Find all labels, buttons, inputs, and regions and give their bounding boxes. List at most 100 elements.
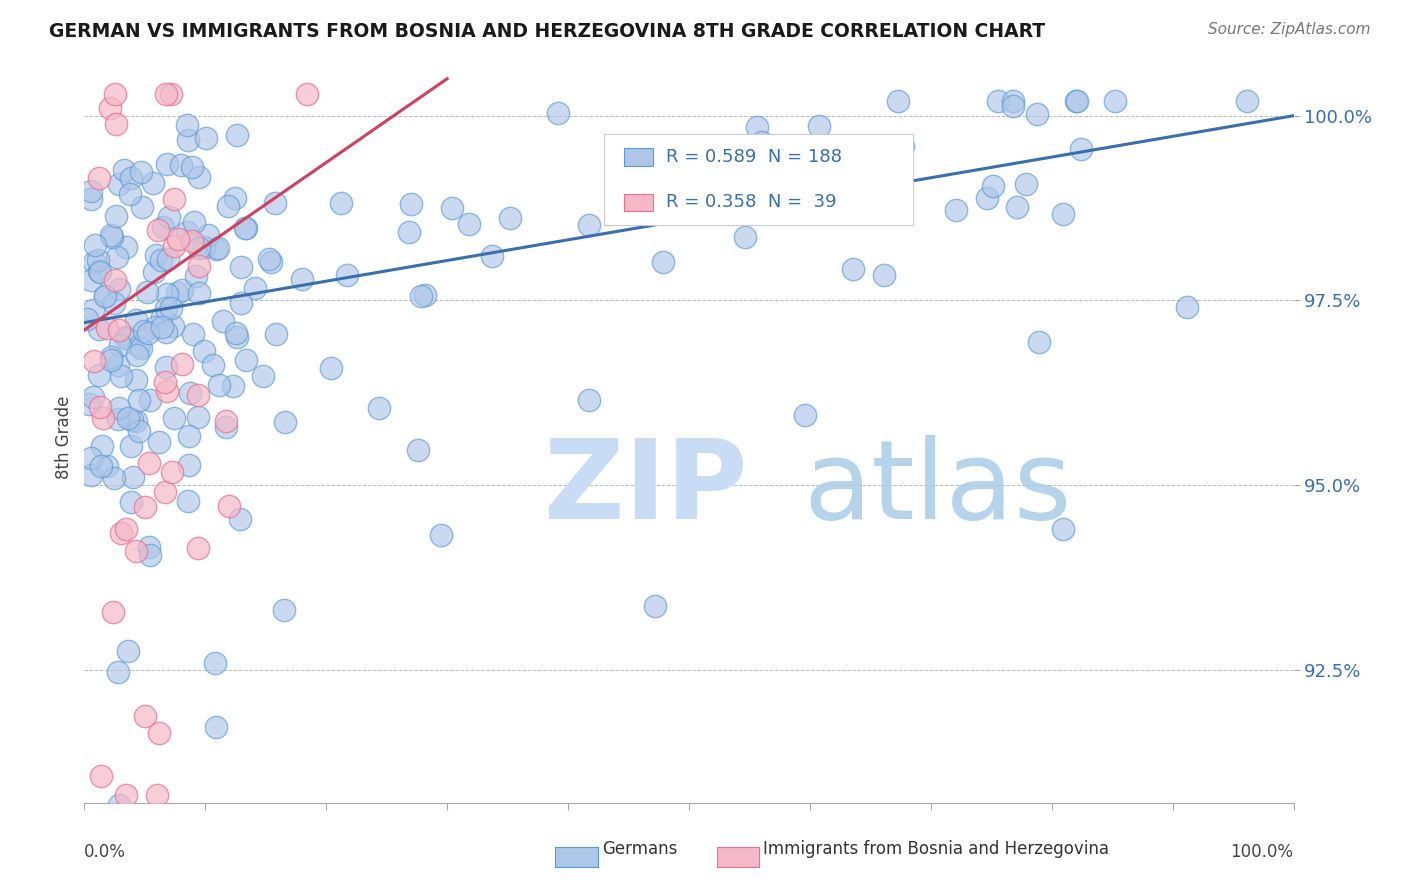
Point (93, 289, 115, 303)
Point (150, 320, 173, 334)
Point (226, 128, 249, 143)
Point (188, 259, 211, 273)
Text: atlas: atlas (804, 434, 1073, 541)
Point (112, 162, 135, 177)
Point (100, 350, 122, 364)
Point (180, 160, 202, 174)
Point (644, 599, 666, 613)
Point (157, 211, 180, 225)
Point (103, 296, 125, 310)
Point (139, 393, 162, 408)
Point (183, 326, 205, 341)
Point (457, 218, 479, 232)
Point (89, 322, 111, 336)
Point (368, 401, 391, 416)
Point (89, 400, 111, 414)
Point (842, 262, 865, 277)
Point (297, 87, 319, 101)
Text: GERMAN VS IMMIGRANTS FROM BOSNIA AND HERZEGOVINA 8TH GRADE CORRELATION CHART: GERMAN VS IMMIGRANTS FROM BOSNIA AND HER… (49, 22, 1045, 41)
Point (1015, 178, 1038, 192)
Point (166, 286, 188, 301)
Point (163, 410, 186, 425)
Text: Germans: Germans (602, 840, 678, 858)
Point (91, 410, 114, 425)
Point (225, 326, 247, 340)
Point (291, 272, 314, 286)
Point (1066, 94, 1088, 108)
Point (887, 94, 910, 108)
Point (229, 260, 252, 274)
Point (87, 253, 110, 268)
Point (128, 339, 150, 353)
Point (1028, 335, 1050, 350)
Point (523, 811, 546, 825)
Point (156, 157, 179, 171)
Point (205, 720, 228, 734)
Point (134, 708, 156, 723)
Point (162, 319, 184, 334)
Point (1001, 98, 1024, 112)
Point (208, 378, 231, 392)
Point (817, 204, 839, 219)
Point (1005, 200, 1028, 214)
Point (399, 197, 422, 211)
Point (1025, 106, 1047, 120)
Point (96, 458, 118, 473)
Point (100, 352, 122, 367)
Point (87, 264, 110, 278)
Point (76, 311, 98, 326)
Text: 0.0%: 0.0% (84, 843, 127, 861)
Point (125, 544, 148, 558)
Point (107, 250, 129, 264)
Point (734, 230, 756, 244)
Point (103, 470, 125, 484)
Point (90, 439, 112, 453)
Point (115, 240, 138, 254)
Point (188, 241, 211, 255)
Point (82, 303, 104, 318)
Point (1104, 94, 1126, 108)
Point (222, 379, 245, 393)
Point (118, 186, 141, 201)
Point (193, 240, 215, 254)
Point (176, 494, 198, 508)
FancyBboxPatch shape (605, 134, 912, 225)
Point (120, 495, 142, 509)
Point (162, 239, 184, 253)
Point (177, 133, 200, 147)
Point (80, 273, 103, 287)
Point (104, 209, 127, 223)
Point (578, 392, 600, 407)
Point (107, 412, 129, 426)
Point (136, 326, 159, 340)
Point (110, 526, 132, 541)
Point (155, 301, 177, 316)
Point (260, 255, 283, 269)
Point (578, 218, 600, 232)
Point (1175, 300, 1198, 314)
Point (170, 283, 193, 297)
Point (129, 811, 152, 825)
Point (181, 234, 204, 248)
Point (807, 119, 830, 133)
Point (170, 158, 193, 172)
Point (108, 401, 131, 415)
Point (215, 419, 238, 434)
Point (90, 769, 112, 783)
Point (193, 343, 215, 358)
Point (163, 192, 186, 206)
Point (117, 644, 139, 658)
Point (89, 264, 111, 278)
Point (138, 456, 160, 470)
Point (157, 252, 180, 266)
Point (80, 468, 103, 483)
Point (96, 321, 118, 335)
Point (215, 414, 238, 428)
Point (741, 143, 763, 157)
Point (893, 138, 915, 153)
Point (257, 252, 280, 267)
Point (690, 204, 713, 219)
Point (107, 665, 129, 679)
Point (100, 228, 122, 243)
Point (204, 242, 226, 256)
